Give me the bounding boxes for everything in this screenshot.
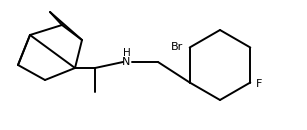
Text: H: H: [123, 48, 131, 58]
Text: N: N: [122, 57, 130, 67]
Text: Br: Br: [171, 41, 183, 51]
Text: F: F: [256, 79, 262, 89]
